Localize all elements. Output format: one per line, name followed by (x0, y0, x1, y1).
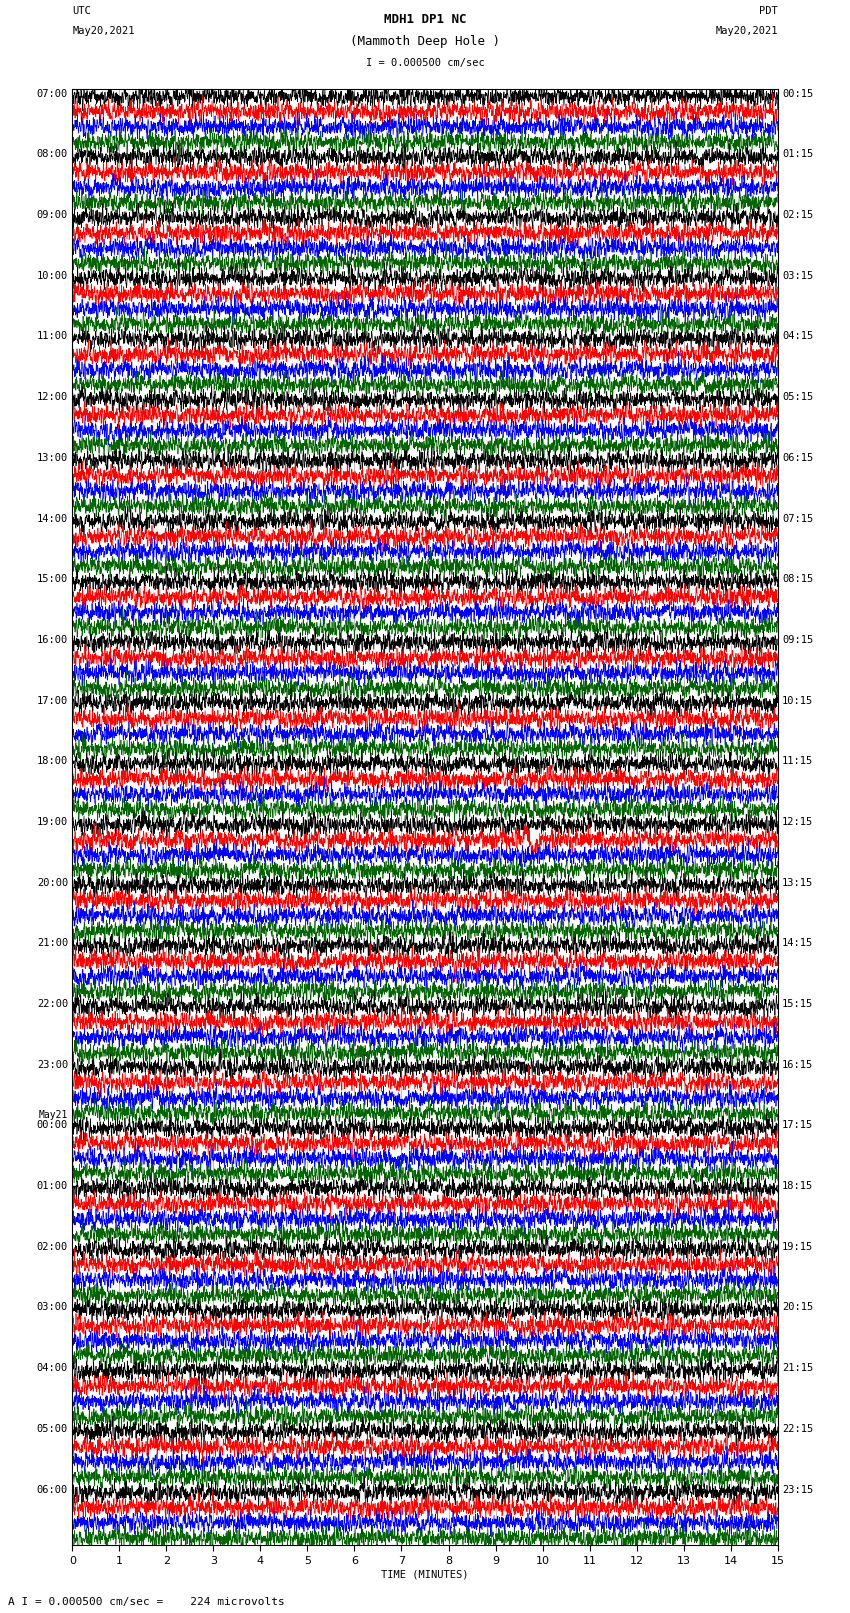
Text: 07:15: 07:15 (782, 513, 813, 524)
Text: 22:15: 22:15 (782, 1424, 813, 1434)
Text: 03:15: 03:15 (782, 271, 813, 281)
Text: 20:15: 20:15 (782, 1303, 813, 1313)
Text: 22:00: 22:00 (37, 998, 68, 1010)
Text: MDH1 DP1 NC: MDH1 DP1 NC (383, 13, 467, 26)
Text: 05:15: 05:15 (782, 392, 813, 402)
Text: 21:00: 21:00 (37, 939, 68, 948)
Text: I = 0.000500 cm/sec: I = 0.000500 cm/sec (366, 58, 484, 68)
Text: 05:00: 05:00 (37, 1424, 68, 1434)
Text: 15:15: 15:15 (782, 998, 813, 1010)
Text: 11:15: 11:15 (782, 756, 813, 766)
Text: 13:00: 13:00 (37, 453, 68, 463)
Text: 00:15: 00:15 (782, 89, 813, 98)
X-axis label: TIME (MINUTES): TIME (MINUTES) (382, 1569, 468, 1579)
Text: UTC: UTC (72, 6, 91, 16)
Text: 03:00: 03:00 (37, 1303, 68, 1313)
Text: 19:00: 19:00 (37, 818, 68, 827)
Text: 16:15: 16:15 (782, 1060, 813, 1069)
Text: 09:15: 09:15 (782, 636, 813, 645)
Text: PDT: PDT (759, 6, 778, 16)
Text: 20:00: 20:00 (37, 877, 68, 887)
Text: 16:00: 16:00 (37, 636, 68, 645)
Text: 10:00: 10:00 (37, 271, 68, 281)
Text: 12:00: 12:00 (37, 392, 68, 402)
Text: 17:00: 17:00 (37, 695, 68, 705)
Text: A I = 0.000500 cm/sec =    224 microvolts: A I = 0.000500 cm/sec = 224 microvolts (8, 1597, 286, 1607)
Text: 23:15: 23:15 (782, 1484, 813, 1495)
Text: May21: May21 (38, 1110, 68, 1121)
Text: (Mammoth Deep Hole ): (Mammoth Deep Hole ) (350, 35, 500, 48)
Text: 08:15: 08:15 (782, 574, 813, 584)
Text: May20,2021: May20,2021 (72, 26, 135, 35)
Text: 08:00: 08:00 (37, 150, 68, 160)
Text: 18:15: 18:15 (782, 1181, 813, 1190)
Text: 04:00: 04:00 (37, 1363, 68, 1373)
Text: 14:00: 14:00 (37, 513, 68, 524)
Text: 13:15: 13:15 (782, 877, 813, 887)
Text: 06:00: 06:00 (37, 1484, 68, 1495)
Text: 21:15: 21:15 (782, 1363, 813, 1373)
Text: 01:15: 01:15 (782, 150, 813, 160)
Text: 06:15: 06:15 (782, 453, 813, 463)
Text: 02:15: 02:15 (782, 210, 813, 219)
Text: 17:15: 17:15 (782, 1121, 813, 1131)
Text: 09:00: 09:00 (37, 210, 68, 219)
Text: 00:00: 00:00 (37, 1121, 68, 1131)
Text: May20,2021: May20,2021 (715, 26, 778, 35)
Text: 14:15: 14:15 (782, 939, 813, 948)
Text: 15:00: 15:00 (37, 574, 68, 584)
Text: 23:00: 23:00 (37, 1060, 68, 1069)
Text: 01:00: 01:00 (37, 1181, 68, 1190)
Text: 02:00: 02:00 (37, 1242, 68, 1252)
Text: 19:15: 19:15 (782, 1242, 813, 1252)
Text: 11:00: 11:00 (37, 332, 68, 342)
Text: 07:00: 07:00 (37, 89, 68, 98)
Text: 10:15: 10:15 (782, 695, 813, 705)
Text: 18:00: 18:00 (37, 756, 68, 766)
Text: 12:15: 12:15 (782, 818, 813, 827)
Text: 04:15: 04:15 (782, 332, 813, 342)
